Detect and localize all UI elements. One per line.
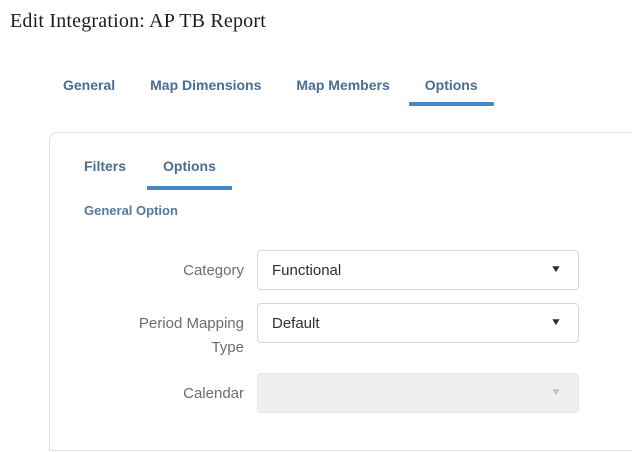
tab-general-label: General (63, 77, 116, 93)
period-mapping-type-select[interactable]: Default ▼ (257, 303, 579, 343)
category-select-value: Functional (272, 261, 342, 279)
tab-options-label: Options (424, 77, 478, 93)
general-options-form: Category Functional ▼ Period Mapping Typ… (68, 250, 632, 413)
category-select[interactable]: Functional ▼ (257, 250, 579, 290)
field-row-category: Category Functional ▼ (68, 250, 632, 290)
page-title: Edit Integration: AP TB Report (10, 10, 266, 32)
chevron-down-icon: ▼ (549, 264, 563, 275)
calendar-select: ▼ (257, 373, 579, 413)
tab-general[interactable]: General (47, 77, 131, 106)
subtab-options[interactable]: Options (147, 158, 232, 190)
field-row-calendar: Calendar ▼ (68, 373, 632, 413)
options-panel: Filters Options General Option Category … (49, 132, 632, 451)
section-heading: General Option (84, 203, 178, 218)
period-mapping-type-select-value: Default (272, 314, 320, 332)
main-tab-bar: General Map Dimensions Map Members Optio… (47, 77, 632, 106)
category-label: Category (183, 262, 244, 279)
subtab-filters[interactable]: Filters (68, 158, 142, 190)
field-row-period-mapping-type: Period Mapping Type Default ▼ (68, 303, 632, 360)
chevron-down-icon: ▼ (549, 387, 563, 398)
chevron-down-icon: ▼ (549, 317, 563, 328)
tab-map-dimensions[interactable]: Map Dimensions (134, 77, 277, 106)
subtab-options-label: Options (163, 158, 216, 174)
subtab-filters-label: Filters (84, 158, 127, 174)
tab-map-members[interactable]: Map Members (280, 77, 405, 106)
sub-tab-bar: Filters Options (68, 158, 632, 190)
calendar-label: Calendar (183, 385, 244, 402)
period-mapping-type-label: Period Mapping Type (138, 315, 244, 356)
tab-options[interactable]: Options (408, 77, 494, 106)
tab-map-dimensions-label: Map Dimensions (150, 77, 262, 93)
tab-map-members-label: Map Members (296, 77, 390, 93)
